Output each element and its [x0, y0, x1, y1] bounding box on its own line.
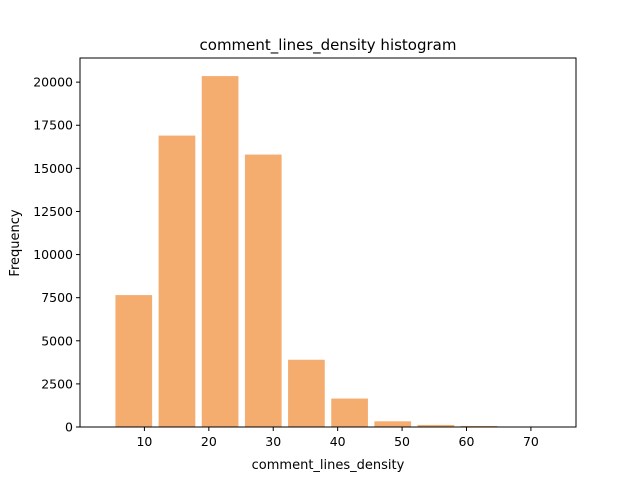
y-tick-label: 20000 — [33, 75, 73, 90]
histogram-bar — [115, 295, 153, 427]
y-axis: 0 2500 5000 7500 10000 12500 15000 17500 20000 — [33, 75, 80, 435]
y-tick-label: 7500 — [41, 290, 73, 305]
histogram-bar — [460, 425, 498, 427]
histogram-bar — [201, 76, 239, 428]
histogram-bar — [417, 424, 455, 427]
histogram-bar — [288, 359, 325, 427]
histogram-bar — [331, 398, 368, 427]
x-tick-label: 60 — [459, 434, 475, 449]
histogram-bar — [158, 135, 196, 428]
y-tick-label: 10000 — [33, 247, 73, 262]
histogram-bar — [374, 421, 412, 427]
y-axis-label: Frequency — [8, 209, 23, 276]
x-tick-label: 40 — [330, 434, 346, 449]
y-tick-label: 5000 — [41, 333, 73, 348]
x-tick-label: 10 — [136, 434, 152, 449]
y-tick-label: 15000 — [33, 161, 73, 176]
x-tick-label: 30 — [265, 434, 281, 449]
histogram-bar — [244, 154, 282, 428]
y-tick-label: 2500 — [41, 376, 73, 391]
plot-frame — [79, 57, 577, 428]
y-tick-label: 12500 — [33, 204, 73, 219]
chart-title: comment_lines_density histogram — [200, 36, 457, 55]
x-axis: 10 20 30 40 50 60 70 — [136, 427, 539, 449]
x-tick-label: 20 — [201, 434, 217, 449]
bars-group — [115, 76, 541, 428]
x-tick-label: 70 — [523, 434, 539, 449]
x-axis-label: comment_lines_density — [252, 458, 405, 473]
y-tick-label: 17500 — [33, 118, 73, 133]
x-tick-label: 50 — [394, 434, 410, 449]
y-tick-label: 0 — [65, 420, 73, 435]
